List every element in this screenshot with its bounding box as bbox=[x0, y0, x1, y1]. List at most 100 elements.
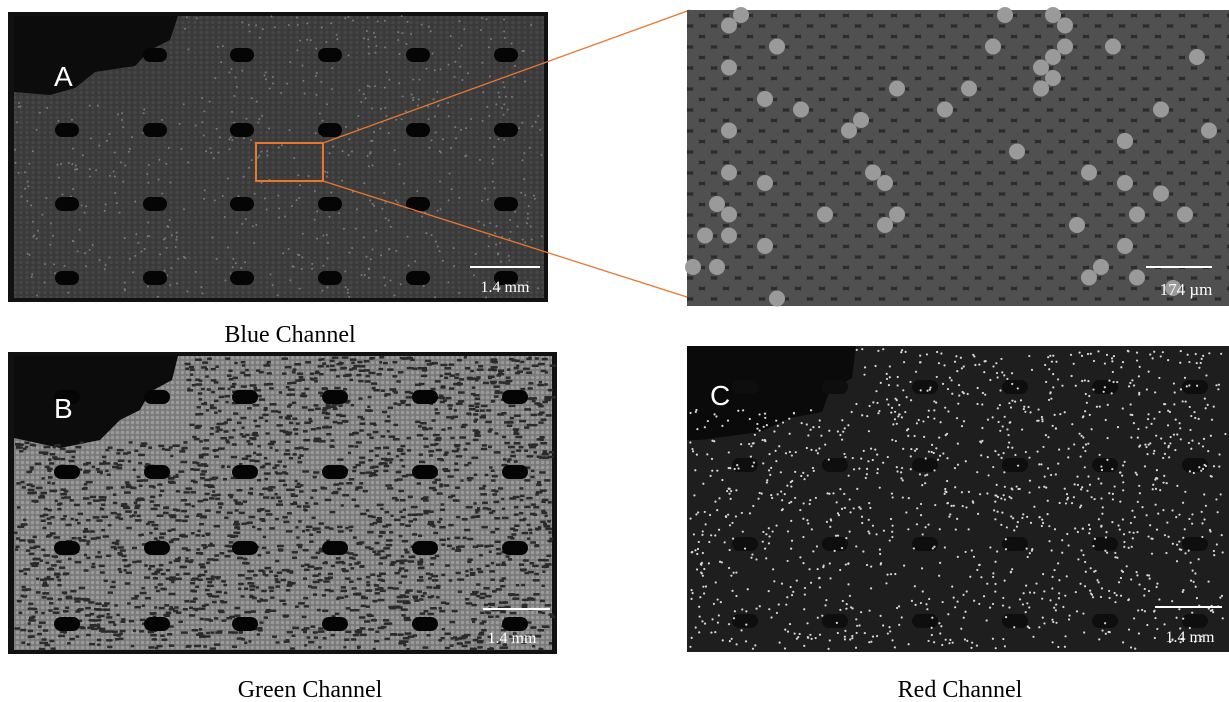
cell bbox=[826, 521, 828, 523]
cell bbox=[1061, 552, 1063, 554]
cell bbox=[782, 421, 784, 423]
cell bbox=[447, 64, 449, 66]
cell bbox=[95, 608, 101, 611]
cell bbox=[219, 611, 225, 614]
cell bbox=[1191, 523, 1193, 525]
cell bbox=[1153, 452, 1155, 454]
cell bbox=[511, 451, 515, 454]
cell bbox=[462, 645, 468, 648]
cell bbox=[921, 484, 923, 486]
cell bbox=[714, 534, 716, 536]
cell bbox=[1010, 515, 1012, 517]
cell bbox=[214, 199, 216, 201]
cell bbox=[395, 200, 397, 202]
cell bbox=[470, 573, 475, 576]
cell bbox=[830, 518, 832, 520]
cell bbox=[868, 430, 870, 432]
cell bbox=[234, 607, 240, 610]
cell bbox=[1114, 485, 1116, 487]
cell bbox=[1159, 489, 1161, 491]
cell bbox=[727, 420, 729, 422]
hole bbox=[494, 48, 518, 62]
cell bbox=[1078, 433, 1080, 435]
cell bbox=[129, 441, 133, 444]
cell bbox=[864, 632, 866, 634]
cell bbox=[384, 284, 386, 286]
cell bbox=[217, 423, 223, 426]
cell bbox=[438, 104, 440, 106]
cell bbox=[464, 356, 467, 359]
cell bbox=[1029, 411, 1031, 413]
cell bbox=[388, 248, 390, 250]
cell bbox=[502, 508, 505, 511]
cell bbox=[539, 129, 541, 131]
cell bbox=[298, 457, 301, 460]
cell bbox=[1164, 442, 1166, 444]
cell bbox=[1041, 525, 1043, 527]
cell bbox=[286, 83, 288, 85]
cell bbox=[1039, 516, 1041, 518]
cell bbox=[284, 472, 288, 475]
cell bbox=[42, 592, 49, 595]
cell bbox=[283, 603, 287, 606]
cell bbox=[36, 129, 38, 131]
cell bbox=[722, 639, 724, 641]
cell bbox=[218, 387, 225, 390]
cell bbox=[894, 411, 896, 413]
cell bbox=[935, 447, 937, 449]
cell bbox=[910, 448, 912, 450]
cell bbox=[1160, 355, 1162, 357]
cell bbox=[97, 616, 101, 619]
cell bbox=[742, 409, 744, 411]
cell bbox=[1127, 599, 1129, 601]
cell bbox=[253, 434, 257, 437]
cell bbox=[144, 248, 146, 250]
cell bbox=[413, 367, 417, 370]
cell bbox=[92, 563, 96, 566]
cell bbox=[740, 443, 742, 445]
cell bbox=[1130, 522, 1132, 524]
cell bbox=[142, 604, 145, 607]
cell bbox=[292, 634, 296, 637]
cell bbox=[697, 511, 699, 513]
cell bbox=[17, 526, 24, 529]
cell bbox=[866, 473, 868, 475]
cell bbox=[1156, 469, 1158, 471]
cell bbox=[41, 520, 46, 523]
cell bbox=[824, 443, 826, 445]
cell bbox=[470, 593, 477, 596]
cell bbox=[695, 626, 697, 628]
cell bbox=[389, 531, 393, 534]
cell bbox=[1114, 592, 1116, 594]
cell bbox=[418, 535, 422, 538]
cell bbox=[16, 121, 18, 123]
cell bbox=[374, 470, 379, 473]
cell bbox=[1081, 486, 1083, 488]
cell bbox=[458, 292, 460, 294]
cell bbox=[434, 479, 440, 482]
cell bbox=[1132, 537, 1134, 539]
cell bbox=[386, 524, 392, 527]
cell bbox=[264, 478, 268, 481]
cell bbox=[1178, 514, 1180, 516]
cell bbox=[420, 422, 427, 425]
cell bbox=[1165, 552, 1167, 554]
cell bbox=[996, 511, 998, 513]
cell bbox=[770, 494, 772, 496]
cell bbox=[18, 106, 20, 108]
cell bbox=[521, 584, 525, 587]
cell bbox=[375, 592, 380, 595]
cell bbox=[1146, 453, 1148, 455]
cell bbox=[375, 52, 377, 54]
cell bbox=[171, 267, 173, 269]
cell bbox=[768, 527, 770, 529]
cell bbox=[430, 524, 435, 527]
cell bbox=[718, 614, 720, 616]
cell bbox=[1011, 383, 1013, 385]
cell bbox=[1000, 457, 1002, 459]
cell bbox=[435, 555, 439, 558]
cell bbox=[79, 539, 85, 542]
cell bbox=[721, 60, 737, 76]
cell bbox=[383, 547, 390, 550]
cell bbox=[29, 254, 31, 256]
